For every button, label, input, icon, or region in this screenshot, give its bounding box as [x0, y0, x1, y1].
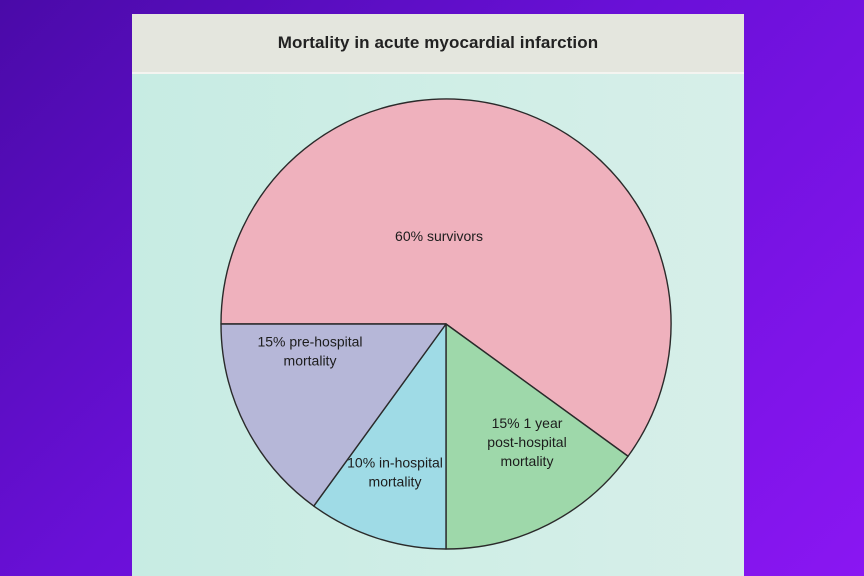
title-bar: Mortality in acute myocardial infarction	[132, 14, 744, 74]
slice-label: 10% in-hospital mortality	[347, 455, 443, 490]
pie-slice	[445, 323, 629, 550]
chart-panel: Mortality in acute myocardial infarction…	[132, 14, 744, 576]
pie-slice	[220, 98, 672, 457]
pie-slice	[313, 323, 447, 550]
slice-label-line: post-hospital	[487, 434, 566, 450]
slice-label-line: 10% in-hospital	[347, 455, 443, 471]
slice-label-line: 15% 1 year	[492, 415, 563, 431]
slice-label: 15% pre-hospital mortality	[257, 334, 362, 369]
pie-labels: 60% survivors 15% 1 year post-hospital mort…	[257, 228, 566, 490]
slice-label: 15% 1 year post-hospital mortality	[487, 415, 566, 469]
slice-label-line: mortality	[369, 474, 422, 490]
pie-chart: 60% survivors 15% 1 year post-hospital mort…	[220, 98, 672, 550]
slice-label-line: 60% survivors	[395, 228, 483, 244]
slice-label: 60% survivors	[395, 228, 483, 244]
pie-slices	[220, 98, 672, 550]
slice-label-line: 15% pre-hospital	[257, 334, 362, 350]
chart-title: Mortality in acute myocardial infarction	[277, 33, 599, 52]
pie-slice	[220, 323, 447, 507]
slice-label-line: mortality	[501, 453, 554, 469]
slice-label-line: mortality	[284, 353, 337, 369]
